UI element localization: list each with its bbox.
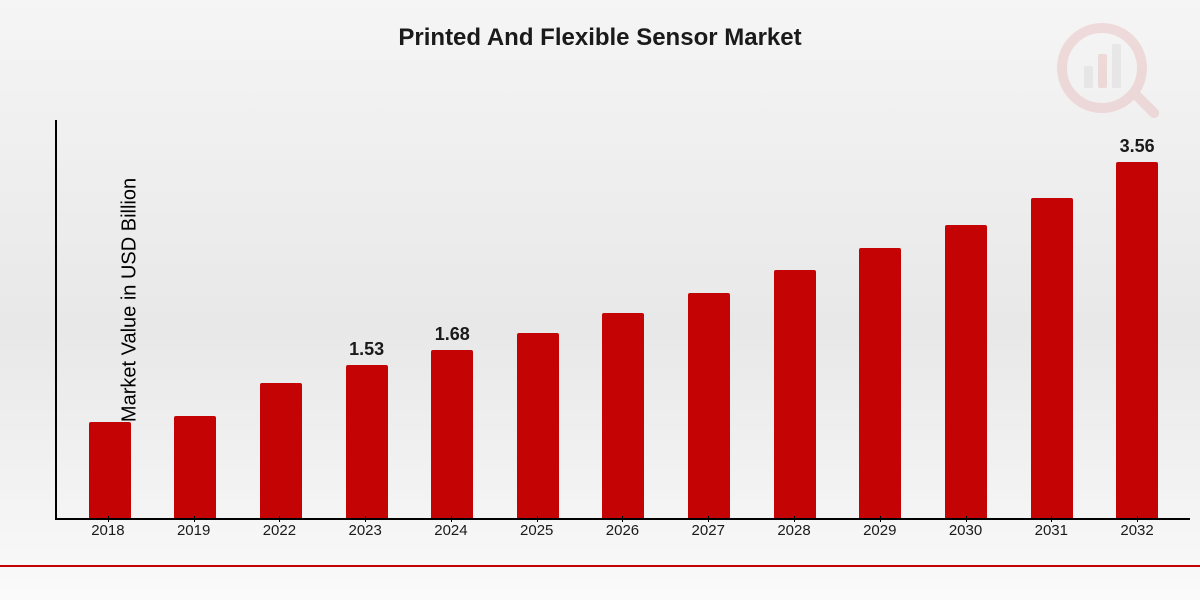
bar-slot xyxy=(923,225,1009,518)
x-tick-label: 2027 xyxy=(665,522,751,562)
bar-slot xyxy=(837,248,923,518)
x-tick-label: 2019 xyxy=(151,522,237,562)
bar xyxy=(174,416,216,518)
x-tick-label: 2029 xyxy=(837,522,923,562)
plot-area: 1.53 1.68 3.56 xyxy=(55,120,1190,520)
bar: 3.56 xyxy=(1116,162,1158,518)
x-tick-label: 2026 xyxy=(580,522,666,562)
bar-series: 1.53 1.68 3.56 xyxy=(57,120,1190,518)
bar xyxy=(859,248,901,518)
chart-title: Printed And Flexible Sensor Market xyxy=(0,24,1200,52)
x-tick-label: 2032 xyxy=(1094,522,1180,562)
bar xyxy=(517,333,559,518)
bar xyxy=(89,422,131,518)
bar-slot: 1.68 xyxy=(409,350,495,518)
bar xyxy=(688,293,730,518)
bar-slot xyxy=(752,270,838,518)
bar xyxy=(774,270,816,518)
x-tick-label: 2025 xyxy=(494,522,580,562)
bar-slot xyxy=(153,416,239,518)
x-tick-label: 2028 xyxy=(751,522,837,562)
bar xyxy=(1031,198,1073,518)
x-tick-label: 2018 xyxy=(65,522,151,562)
bar: 1.53 xyxy=(346,365,388,518)
bar-slot: 3.56 xyxy=(1094,162,1180,518)
x-tick-label: 2031 xyxy=(1008,522,1094,562)
bar-value-label: 3.56 xyxy=(1120,136,1155,157)
bar-slot xyxy=(238,383,324,518)
x-axis-ticks: 2018201920222023202420252026202720282029… xyxy=(55,522,1190,562)
x-tick-label: 2022 xyxy=(237,522,323,562)
bar-slot xyxy=(666,293,752,518)
x-tick-label: 2023 xyxy=(322,522,408,562)
footer-baseline xyxy=(0,565,1200,567)
bar: 1.68 xyxy=(431,350,473,518)
bar-slot: 1.53 xyxy=(324,365,410,518)
bar-value-label: 1.53 xyxy=(349,339,384,360)
bar-value-label: 1.68 xyxy=(435,324,470,345)
x-tick-label: 2024 xyxy=(408,522,494,562)
bar xyxy=(945,225,987,518)
x-tick-label: 2030 xyxy=(923,522,1009,562)
bar xyxy=(260,383,302,518)
bar-slot xyxy=(581,313,667,518)
bar xyxy=(602,313,644,518)
watermark-logo-icon xyxy=(1054,20,1164,135)
bar-slot xyxy=(1009,198,1095,518)
bar-slot xyxy=(495,333,581,518)
bar-slot xyxy=(67,422,153,518)
chart-canvas: Printed And Flexible Sensor Market Marke… xyxy=(0,0,1200,600)
